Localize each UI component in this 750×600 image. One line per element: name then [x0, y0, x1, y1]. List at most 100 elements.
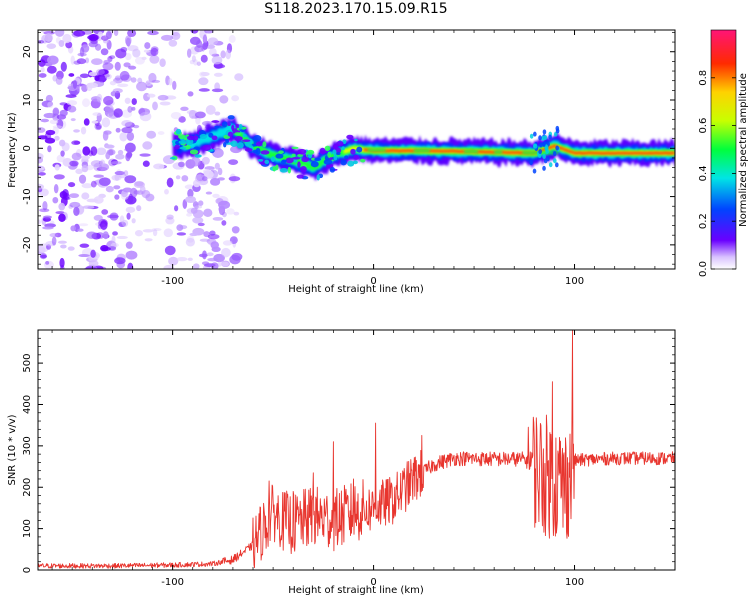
- ridge-gap-segment: [413, 149, 430, 153]
- ridge-blob: [231, 124, 235, 131]
- ridge-blob: [307, 149, 315, 155]
- heatmap-noise-blob: [58, 39, 65, 47]
- heatmap-noise-blob: [38, 183, 45, 190]
- ridge-blob: [538, 149, 542, 155]
- heatmap-noise-blob: [211, 88, 224, 93]
- heatmap-noise-blob: [105, 31, 112, 40]
- ridge-blob: [280, 159, 287, 165]
- snr-panel: -100 0 100 0 100 200 300 400 500 Height of stra…: [7, 329, 676, 596]
- heatmap-noise: [38, 30, 244, 269]
- bottom-x-axis-label: Height of straight line (km): [288, 585, 424, 596]
- ridge-blob: [238, 123, 243, 130]
- ridge-blob: [175, 128, 182, 135]
- heatmap-noise-blob: [40, 118, 50, 123]
- colorbar-frame: [710, 29, 737, 270]
- heatmap-noise-blob: [221, 261, 229, 267]
- heatmap-noise-blob: [127, 262, 134, 269]
- heatmap-noise-blob: [72, 80, 78, 89]
- heatmap-noise-blob: [54, 164, 60, 171]
- ridge-blob: [545, 149, 549, 155]
- heatmap-noise-blob: [199, 238, 211, 242]
- x-tick-label: 0: [370, 276, 376, 287]
- x-tick-label: 100: [565, 577, 584, 588]
- ridge-red-core: [363, 144, 675, 155]
- ridge-blob: [211, 135, 218, 141]
- heatmap-noise-blob: [218, 205, 226, 213]
- ridge-gap-segment: [464, 149, 479, 154]
- heatmap-noise-blob: [77, 228, 84, 232]
- heatmap-noise-blob: [190, 157, 201, 167]
- heatmap-noise-blob: [53, 183, 59, 194]
- ridge-blob: [264, 159, 270, 165]
- heatmap-noise-blob: [117, 83, 129, 88]
- heatmap-noise-blob: [112, 88, 123, 94]
- heatmap-noise-blob: [148, 72, 157, 83]
- ridge-blob: [178, 134, 186, 140]
- heatmap-noise-blob: [44, 137, 56, 144]
- heatmap-noise-blob: [79, 243, 90, 248]
- y-tick-label: 0: [22, 567, 33, 573]
- ridge-blob: [202, 144, 212, 151]
- heatmap-noise-blob: [157, 131, 165, 135]
- heatmap-noise-blob: [73, 129, 80, 133]
- heatmap-noise-blob: [124, 142, 136, 153]
- heatmap-noise-blob: [78, 223, 89, 227]
- ridge-blob: [236, 142, 244, 149]
- bottom-x-ticks: -100 0 100: [51, 330, 676, 588]
- heatmap-noise-blob: [39, 208, 50, 213]
- heatmap-noise-blob: [81, 192, 90, 200]
- y-tick-label: 10: [22, 94, 33, 107]
- x-tick-label: 0: [370, 577, 376, 588]
- heatmap-noise-blob: [138, 108, 151, 116]
- heatmap-noise-blob: [189, 36, 201, 45]
- heatmap-noise-blob: [49, 233, 59, 238]
- heatmap-noise-blob: [184, 184, 195, 190]
- colorbar-tick-label: 0.4: [698, 165, 709, 181]
- heatmap-noise-blob: [38, 219, 41, 225]
- ridge-blob: [299, 166, 307, 173]
- heatmap-noise-blob: [189, 232, 199, 237]
- heatmap-noise-blob: [43, 215, 53, 219]
- heatmap-noise-blob: [125, 250, 138, 260]
- heatmap-noise-blob: [147, 30, 159, 36]
- heatmap-noise-blob: [187, 188, 194, 198]
- ridge-blob: [311, 157, 316, 161]
- heatmap-noise-blob: [178, 161, 185, 168]
- heatmap-noise-blob: [90, 40, 98, 45]
- heatmap-noise-blob: [134, 180, 144, 187]
- heatmap-noise-blob: [206, 252, 214, 257]
- heatmap-noise-blob: [178, 116, 186, 123]
- ridge-blob: [347, 160, 355, 167]
- heatmap-noise-blob: [47, 145, 52, 153]
- heatmap-noise-blob: [73, 206, 80, 216]
- heatmap-noise-blob: [213, 72, 223, 77]
- heatmap-noise-blob: [194, 45, 204, 53]
- heatmap-noise-blob: [84, 266, 97, 269]
- ridge-blob: [174, 144, 180, 150]
- heatmap-noise-blob: [114, 171, 126, 176]
- ridge-blob: [242, 134, 247, 138]
- heatmap-noise-blob: [81, 84, 88, 92]
- ridge-blob: [252, 149, 259, 154]
- ridge-blob: [193, 135, 199, 141]
- heatmap-noise-blob: [119, 215, 125, 224]
- heatmap-noise-blob: [96, 93, 103, 103]
- heatmap-noise-blob: [152, 228, 158, 237]
- heatmap-noise-blob: [38, 152, 44, 160]
- ridge-gap-segment: [367, 148, 386, 152]
- heatmap-noise-blob: [141, 190, 151, 199]
- heatmap-noise-blob: [186, 207, 199, 215]
- heatmap-noise-blob: [38, 167, 45, 171]
- heatmap-noise-blob: [42, 200, 48, 211]
- top-x-axis-label: Height of straight line (km): [288, 284, 424, 295]
- heatmap-noise-blob: [212, 216, 224, 221]
- top-plot-frame: [37, 29, 676, 270]
- ridge-blob: [275, 153, 284, 159]
- chart-title: S118.2023.170.15.09.R15: [264, 1, 448, 17]
- heatmap-noise-blob: [47, 101, 54, 109]
- ridge-blob: [178, 140, 187, 145]
- heatmap-noise-blob: [166, 177, 174, 188]
- heatmap-noise-blob: [191, 55, 196, 63]
- heatmap-noise-blob: [233, 211, 240, 216]
- heatmap-noise-blob: [59, 109, 68, 117]
